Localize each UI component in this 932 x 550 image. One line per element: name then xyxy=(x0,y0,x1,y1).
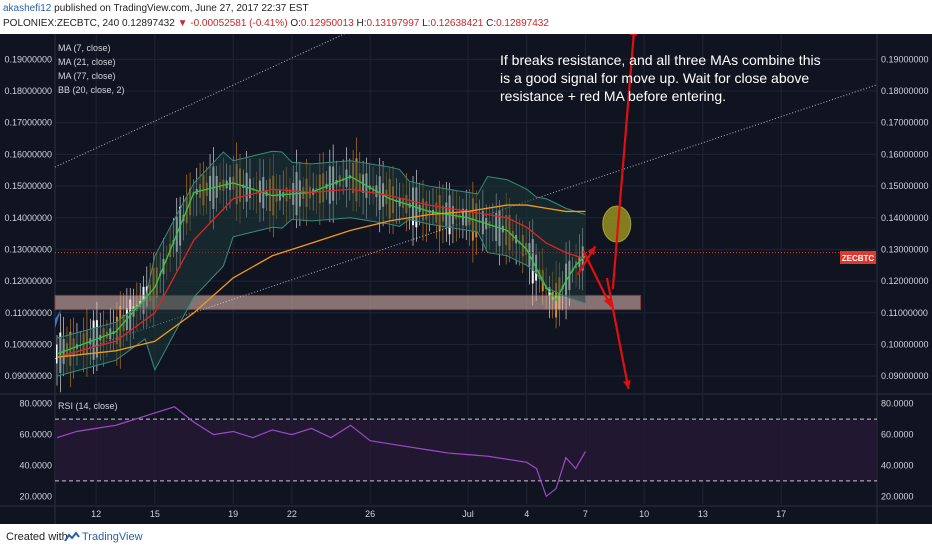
arrow-down-long xyxy=(605,277,630,390)
close-label: C: xyxy=(486,18,497,29)
x-tick-label: 13 xyxy=(698,509,708,519)
footer: Created with TradingView xyxy=(0,524,932,550)
arrow-up-long-head xyxy=(629,34,638,36)
rsi-label: RSI (14, close) xyxy=(58,401,118,411)
rsi-tick-left: 80.0000 xyxy=(19,399,52,409)
y-tick-label-left: 0.14000000 xyxy=(4,213,52,223)
y-tick-label-left: 0.15000000 xyxy=(4,181,52,191)
y-tick-label-left: 0.17000000 xyxy=(4,118,52,128)
chart-header: akashefi12 published on TradingView.com,… xyxy=(0,0,932,34)
close-value: 0.12897432 xyxy=(496,18,549,29)
rsi-tick-right: 80.0000 xyxy=(881,399,914,409)
x-tick-label: 7 xyxy=(583,509,588,519)
tradingview-brand-link[interactable]: TradingView xyxy=(82,531,143,543)
symbol-label: POLONIEX:ZECBTC, 240 xyxy=(3,18,120,29)
chart-svg[interactable]: 12 15 19 22 26 Jul 4 7 10 13 17 0.09000000 0.0900000… xyxy=(0,34,932,524)
x-tick-label: 4 xyxy=(524,509,529,519)
symbol-badge: ZECBTC xyxy=(842,254,875,263)
ma21-line xyxy=(56,188,586,358)
open-value: 0.12950013 xyxy=(300,18,354,29)
y-tick-label-right: 0.19000000 xyxy=(881,54,929,64)
ohlc-info: POLONIEX:ZECBTC, 240 0.12897432 ▼ -0.000… xyxy=(3,18,549,29)
arrow-up-short-head xyxy=(587,246,596,256)
x-tick-label: 19 xyxy=(228,509,238,519)
published-text: published on TradingView.com, June 27, 2… xyxy=(54,3,309,14)
y-tick-label-right: 0.13000000 xyxy=(881,244,929,254)
low-value: 0.12638421 xyxy=(430,18,484,29)
y-tick-label-left: 0.12000000 xyxy=(4,276,52,286)
ma7-line xyxy=(56,175,586,355)
y-tick-label-right: 0.10000000 xyxy=(881,339,929,349)
bollinger-upper xyxy=(56,150,586,339)
legend-bb: BB (20, close, 2) xyxy=(58,85,125,95)
axes-layer: 12 15 19 22 26 Jul 4 7 10 13 17 0.09000000 0.0900000… xyxy=(4,54,928,519)
x-tick-label: 10 xyxy=(639,509,649,519)
overlays-layer xyxy=(54,34,878,498)
last-price: 0.12897432 xyxy=(121,18,175,29)
rsi-band xyxy=(55,419,877,481)
y-tick-label-left: 0.13000000 xyxy=(4,244,52,254)
x-tick-label: 22 xyxy=(287,509,297,519)
bollinger-lower xyxy=(56,217,586,377)
low-label: L: xyxy=(422,18,431,29)
y-tick-label-right: 0.18000000 xyxy=(881,86,929,96)
price-change: ▼ -0.00052581 (-0.41%) xyxy=(177,18,288,29)
y-tick-label-right: 0.16000000 xyxy=(881,149,929,159)
y-tick-label-left: 0.11000000 xyxy=(5,308,52,318)
y-tick-label-left: 0.09000000 xyxy=(4,371,52,381)
arrow-up-long xyxy=(611,34,635,290)
y-tick-label-left: 0.19000000 xyxy=(4,54,52,64)
annotation-line-3: resistance + red MA before entering. xyxy=(500,88,726,104)
y-tick-label-right: 0.15000000 xyxy=(881,181,929,191)
x-tick-label: 12 xyxy=(91,509,101,519)
rsi-tick-right: 60.0000 xyxy=(881,430,914,440)
rsi-line xyxy=(56,406,586,498)
y-tick-label-right: 0.12000000 xyxy=(881,276,929,286)
y-tick-label-left: 0.16000000 xyxy=(4,149,52,159)
x-tick-label: 17 xyxy=(776,509,786,519)
legend-ma21: MA (21, close) xyxy=(58,57,116,67)
y-tick-label-right: 0.17000000 xyxy=(881,118,929,128)
publish-info: akashefi12 published on TradingView.com,… xyxy=(3,3,309,14)
bollinger-band-fill xyxy=(57,151,586,377)
annotation-line-1: If breaks resistance, and all three MAs … xyxy=(500,52,821,68)
arrow-down-long-head xyxy=(623,380,631,389)
rsi-tick-right: 40.0000 xyxy=(881,460,914,470)
symbol-badge-bg xyxy=(840,251,876,264)
x-tick-label: 15 xyxy=(150,509,160,519)
y-tick-label-right: 0.09000000 xyxy=(881,371,929,381)
tradingview-logo-icon xyxy=(64,531,80,543)
y-tick-label-right: 0.14000000 xyxy=(881,213,929,223)
annotation-line-2: is a good signal for move up. Wait for c… xyxy=(500,70,809,86)
high-label: H: xyxy=(356,18,367,29)
chart-area[interactable]: 12 15 19 22 26 Jul 4 7 10 13 17 0.09000000 0.0900000… xyxy=(0,34,932,524)
legend-ma77: MA (77, close) xyxy=(58,71,116,81)
high-value: 0.13197997 xyxy=(366,18,420,29)
x-tick-label: Jul xyxy=(462,509,474,519)
channel-bottom-line xyxy=(54,84,878,360)
rsi-tick-left: 60.0000 xyxy=(19,430,52,440)
rsi-tick-right: 20.0000 xyxy=(881,491,914,501)
open-label: O: xyxy=(290,18,301,29)
rsi-tick-left: 40.0000 xyxy=(19,460,52,470)
x-tick-label: 26 xyxy=(365,509,375,519)
y-tick-label-left: 0.10000000 xyxy=(4,339,52,349)
ma77-line xyxy=(56,204,586,358)
y-tick-label-left: 0.18000000 xyxy=(4,86,52,96)
left-marker-icon xyxy=(55,309,61,329)
rsi-tick-left: 20.0000 xyxy=(19,491,52,501)
arrow-down-short xyxy=(582,250,612,307)
channel-top-line xyxy=(54,34,346,168)
y-tick-label-right: 0.11000000 xyxy=(881,308,928,318)
legend-ma7: MA (7, close) xyxy=(58,43,111,53)
arrow-down-short-head xyxy=(603,297,611,307)
author-link[interactable]: akashefi12 xyxy=(3,3,52,14)
created-with-text: Created with xyxy=(6,531,68,543)
